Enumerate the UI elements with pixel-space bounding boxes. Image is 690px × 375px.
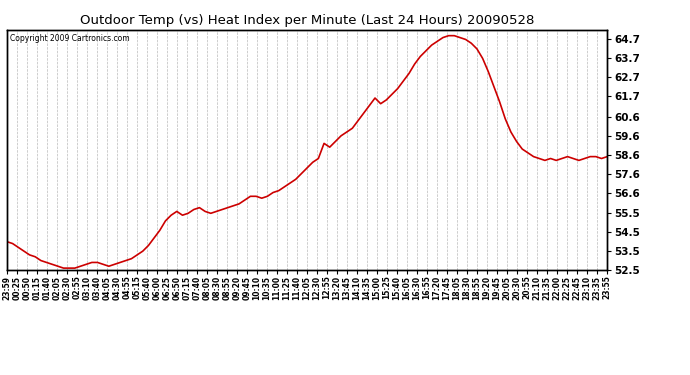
Text: Copyright 2009 Cartronics.com: Copyright 2009 Cartronics.com [10,34,130,43]
Title: Outdoor Temp (vs) Heat Index per Minute (Last 24 Hours) 20090528: Outdoor Temp (vs) Heat Index per Minute … [80,15,534,27]
